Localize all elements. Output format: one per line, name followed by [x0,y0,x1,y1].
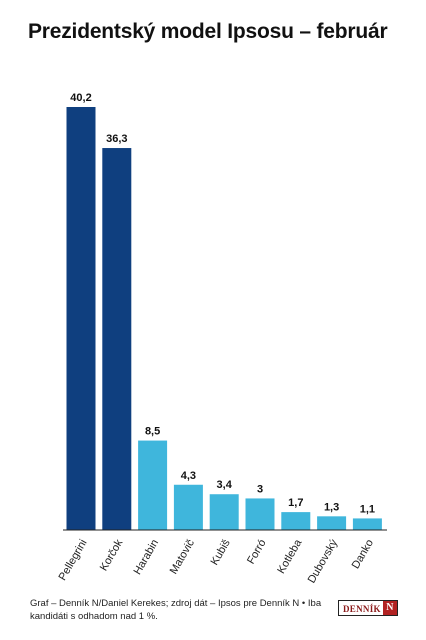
category-label-kotleba: Kotleba [275,537,304,576]
value-label-dubovský: 1,3 [324,501,339,513]
bar-kotleba [281,512,311,530]
value-label-korčok: 36,3 [106,133,127,145]
source-note: Graf – Denník N/Daniel Kerekes; zdroj dá… [30,598,322,622]
category-label-kubiš: Kubiš [209,537,233,567]
category-labels-group: Pellegrini Korčok Harabin Matovič Kubiš Forró… [57,537,376,586]
bar-matovič [173,484,203,530]
value-label-pellegrini: 40,2 [70,92,91,104]
value-label-harabin: 8,5 [145,426,160,438]
value-label-forró: 3 [257,483,263,495]
bar-danko [352,518,382,530]
category-label-korčok: Korčok [98,537,126,573]
category-label-matovič: Matovič [168,537,198,576]
bar-kubiš [209,494,239,530]
bar-dubovský [317,516,347,530]
value-label-kotleba: 1,7 [288,497,303,509]
category-label-danko: Danko [350,538,376,572]
dennik-n-logo: DENNÍK N [338,600,398,616]
bar-pellegrini [66,107,96,530]
category-label-harabin: Harabin [132,538,162,577]
value-labels-group: 40,2 36,3 8,5 4,3 3,4 3 1,7 1,3 1,1 [70,92,375,515]
value-label-danko: 1,1 [360,503,375,515]
value-label-kubiš: 3,4 [217,479,233,491]
bars-group [66,107,382,531]
category-label-pellegrini: Pellegrini [57,538,90,583]
chart-title: Prezidentský model Ipsosu – február [28,20,388,43]
bar-forró [245,498,275,530]
logo-mark: N [383,601,397,615]
bar-harabin [138,440,168,530]
category-label-dubovský: Dubovský [306,537,341,585]
value-label-matovič: 4,3 [181,470,196,482]
bar-korčok [102,148,132,531]
logo-text: DENNÍK [343,604,381,614]
category-label-forró: Forró [245,538,269,567]
bar-chart: 40,236,38,54,33,4 31,7 1,3 1,1 Pellegrini Ko… [57,92,387,586]
